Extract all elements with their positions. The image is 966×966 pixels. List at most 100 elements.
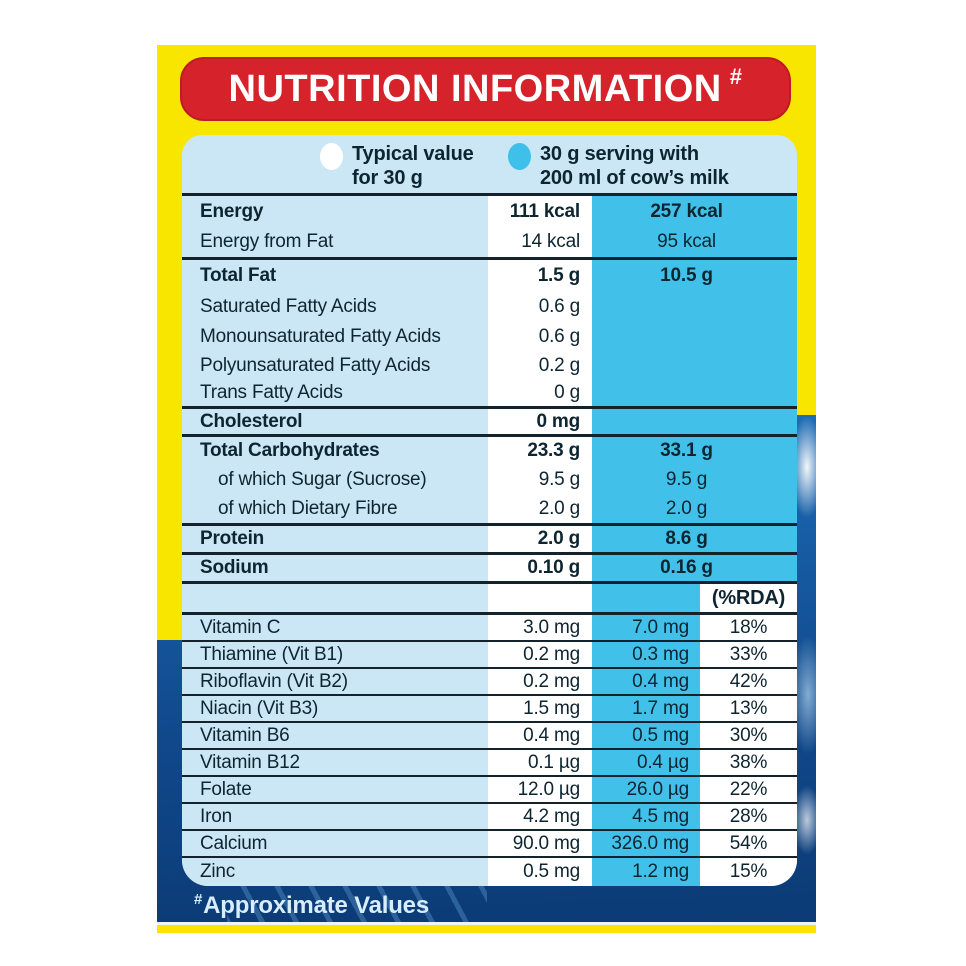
table-row: Monounsaturated Fatty Acids 0.6 g [182, 322, 797, 352]
table-row: Protein 2.0 g 8.6 g [182, 526, 797, 555]
table-row: Folate 12.0 µg 26.0 µg 22% [182, 777, 797, 804]
row-label: Energy [182, 196, 488, 227]
row-typical-value: 0.10 g [488, 555, 592, 581]
row-serving-value [592, 380, 797, 406]
legend-serving-value: 30 g serving with 200 ml of cow’s milk [508, 142, 729, 190]
row-typical-value: 2.0 g [488, 526, 592, 552]
table-row: Vitamin C 3.0 mg 7.0 mg 18% [182, 615, 797, 642]
row-typical-value: 0.6 g [488, 292, 592, 322]
white-dot-icon [320, 143, 343, 170]
row-label: of which Dietary Fibre [182, 495, 488, 523]
row-serving-value: 1.2 mg [592, 858, 700, 886]
row-typical-value: 90.0 mg [488, 831, 592, 856]
row-typical-value: 0 mg [488, 409, 592, 434]
row-label: Trans Fatty Acids [182, 380, 488, 406]
row-label: Vitamin B12 [182, 750, 488, 775]
row-label: Vitamin B6 [182, 723, 488, 748]
row-typical-value: 0.6 g [488, 322, 592, 352]
row-serving-value: 0.5 mg [592, 723, 700, 748]
row-serving-value: 7.0 mg [592, 615, 700, 640]
row-typical-value: 1.5 g [488, 260, 592, 292]
legend-typical-value: Typical value for 30 g [320, 142, 474, 190]
legend-typical-line2: for 30 g [352, 167, 423, 189]
row-typical-value: 111 kcal [488, 196, 592, 227]
row-typical-value: 12.0 µg [488, 777, 592, 802]
row-label: Sodium [182, 555, 488, 581]
cyan-dot-icon [508, 143, 531, 170]
table-row: Iron 4.2 mg 4.5 mg 28% [182, 804, 797, 831]
rda-header-label: (%RDA) [700, 584, 797, 612]
row-serving-value: 0.16 g [592, 555, 797, 581]
row-rda-value: 33% [700, 642, 797, 667]
row-typical-value: 0.2 mg [488, 642, 592, 667]
row-serving-value: 26.0 µg [592, 777, 700, 802]
nutrition-information-header: NUTRITION INFORMATION # [180, 57, 791, 121]
header-title: NUTRITION INFORMATION [228, 67, 722, 110]
row-label: Zinc [182, 858, 488, 886]
row-serving-value [592, 584, 700, 612]
row-label [182, 584, 488, 612]
row-label: Iron [182, 804, 488, 829]
row-rda-value: 18% [700, 615, 797, 640]
row-serving-value: 8.6 g [592, 526, 797, 552]
row-serving-value: 95 kcal [592, 227, 797, 257]
row-rda-value: 38% [700, 750, 797, 775]
row-label: Saturated Fatty Acids [182, 292, 488, 322]
row-serving-value [592, 322, 797, 352]
row-typical-value [488, 584, 592, 612]
row-typical-value: 9.5 g [488, 465, 592, 495]
row-label: Cholesterol [182, 409, 488, 434]
table-row: of which Dietary Fibre 2.0 g 2.0 g [182, 495, 797, 526]
row-typical-value: 0 g [488, 380, 592, 406]
row-serving-value: 0.3 mg [592, 642, 700, 667]
table-row: Cholesterol 0 mg [182, 409, 797, 437]
table-row: Riboflavin (Vit B2) 0.2 mg 0.4 mg 42% [182, 669, 797, 696]
row-serving-value [592, 409, 797, 434]
row-label: Monounsaturated Fatty Acids [182, 322, 488, 352]
footnote-text: Approximate Values [203, 892, 429, 919]
row-label: Protein [182, 526, 488, 552]
row-label: Total Fat [182, 260, 488, 292]
row-serving-value: 2.0 g [592, 495, 797, 523]
row-serving-value: 0.4 µg [592, 750, 700, 775]
row-rda-value: 22% [700, 777, 797, 802]
row-typical-value: 0.2 g [488, 352, 592, 380]
row-typical-value: 14 kcal [488, 227, 592, 257]
row-typical-value: 1.5 mg [488, 696, 592, 721]
row-serving-value: 326.0 mg [592, 831, 700, 856]
row-typical-value: 0.5 mg [488, 858, 592, 886]
row-typical-value: 23.3 g [488, 437, 592, 465]
row-label: Calcium [182, 831, 488, 856]
row-serving-value: 257 kcal [592, 196, 797, 227]
table-row: Vitamin B6 0.4 mg 0.5 mg 30% [182, 723, 797, 750]
nutrition-label-panel: NUTRITION INFORMATION # Typical value for… [157, 45, 816, 933]
row-rda-value: 13% [700, 696, 797, 721]
row-rda-value: 42% [700, 669, 797, 694]
row-rda-value: 28% [700, 804, 797, 829]
row-typical-value: 3.0 mg [488, 615, 592, 640]
header-superscript: # [729, 64, 743, 89]
table-row: Energy from Fat 14 kcal 95 kcal [182, 227, 797, 260]
row-typical-value: 0.2 mg [488, 669, 592, 694]
table-row: Vitamin B12 0.1 µg 0.4 µg 38% [182, 750, 797, 777]
row-serving-value: 4.5 mg [592, 804, 700, 829]
table-row: Saturated Fatty Acids 0.6 g [182, 292, 797, 322]
row-serving-value [592, 292, 797, 322]
row-label: of which Sugar (Sucrose) [182, 465, 488, 495]
row-serving-value: 10.5 g [592, 260, 797, 292]
row-label: Riboflavin (Vit B2) [182, 669, 488, 694]
table-row: Zinc 0.5 mg 1.2 mg 15% [182, 858, 797, 886]
row-label: Folate [182, 777, 488, 802]
row-typical-value: 0.4 mg [488, 723, 592, 748]
row-serving-value: 0.4 mg [592, 669, 700, 694]
legend-serving-line2: 200 ml of cow’s milk [540, 167, 729, 189]
table-row: Niacin (Vit B3) 1.5 mg 1.7 mg 13% [182, 696, 797, 723]
table-row: of which Sugar (Sucrose) 9.5 g 9.5 g [182, 465, 797, 495]
table-row: Trans Fatty Acids 0 g [182, 380, 797, 409]
table-row: Calcium 90.0 mg 326.0 mg 54% [182, 831, 797, 858]
row-label: Total Carbohydrates [182, 437, 488, 465]
table-row: Polyunsaturated Fatty Acids 0.2 g [182, 352, 797, 380]
bottom-yellow-strip [157, 925, 816, 933]
legend-typical-line1: Typical value [352, 143, 474, 165]
